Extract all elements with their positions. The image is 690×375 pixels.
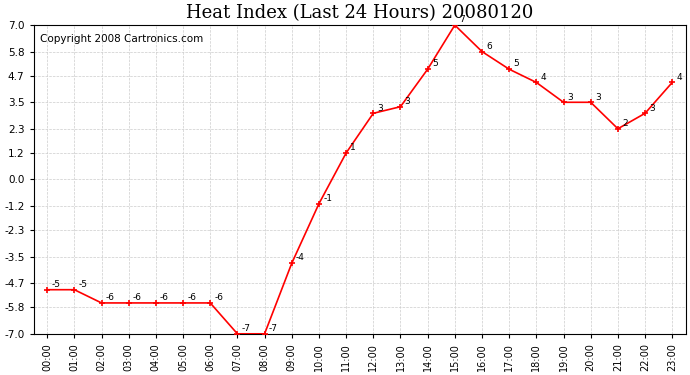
- Text: 3: 3: [377, 104, 383, 112]
- Text: -6: -6: [133, 293, 142, 302]
- Text: 6: 6: [486, 42, 492, 51]
- Text: 1: 1: [351, 143, 356, 152]
- Text: -6: -6: [187, 293, 196, 302]
- Text: -6: -6: [160, 293, 169, 302]
- Text: -1: -1: [323, 194, 332, 203]
- Text: -6: -6: [106, 293, 115, 302]
- Text: -5: -5: [51, 280, 60, 289]
- Text: 4: 4: [676, 73, 682, 82]
- Text: 4: 4: [540, 73, 546, 82]
- Text: 3: 3: [595, 93, 600, 102]
- Text: -7: -7: [268, 324, 278, 333]
- Text: -4: -4: [296, 254, 305, 262]
- Text: 3: 3: [649, 104, 655, 112]
- Text: 3: 3: [404, 97, 411, 106]
- Text: 3: 3: [568, 93, 573, 102]
- Text: Copyright 2008 Cartronics.com: Copyright 2008 Cartronics.com: [40, 34, 204, 44]
- Text: -6: -6: [215, 293, 224, 302]
- Text: 7: 7: [459, 15, 465, 24]
- Text: 2: 2: [622, 119, 628, 128]
- Text: -7: -7: [241, 324, 250, 333]
- Text: -5: -5: [79, 280, 88, 289]
- Text: 5: 5: [513, 59, 519, 68]
- Title: Heat Index (Last 24 Hours) 20080120: Heat Index (Last 24 Hours) 20080120: [186, 4, 533, 22]
- Text: 5: 5: [432, 59, 437, 68]
